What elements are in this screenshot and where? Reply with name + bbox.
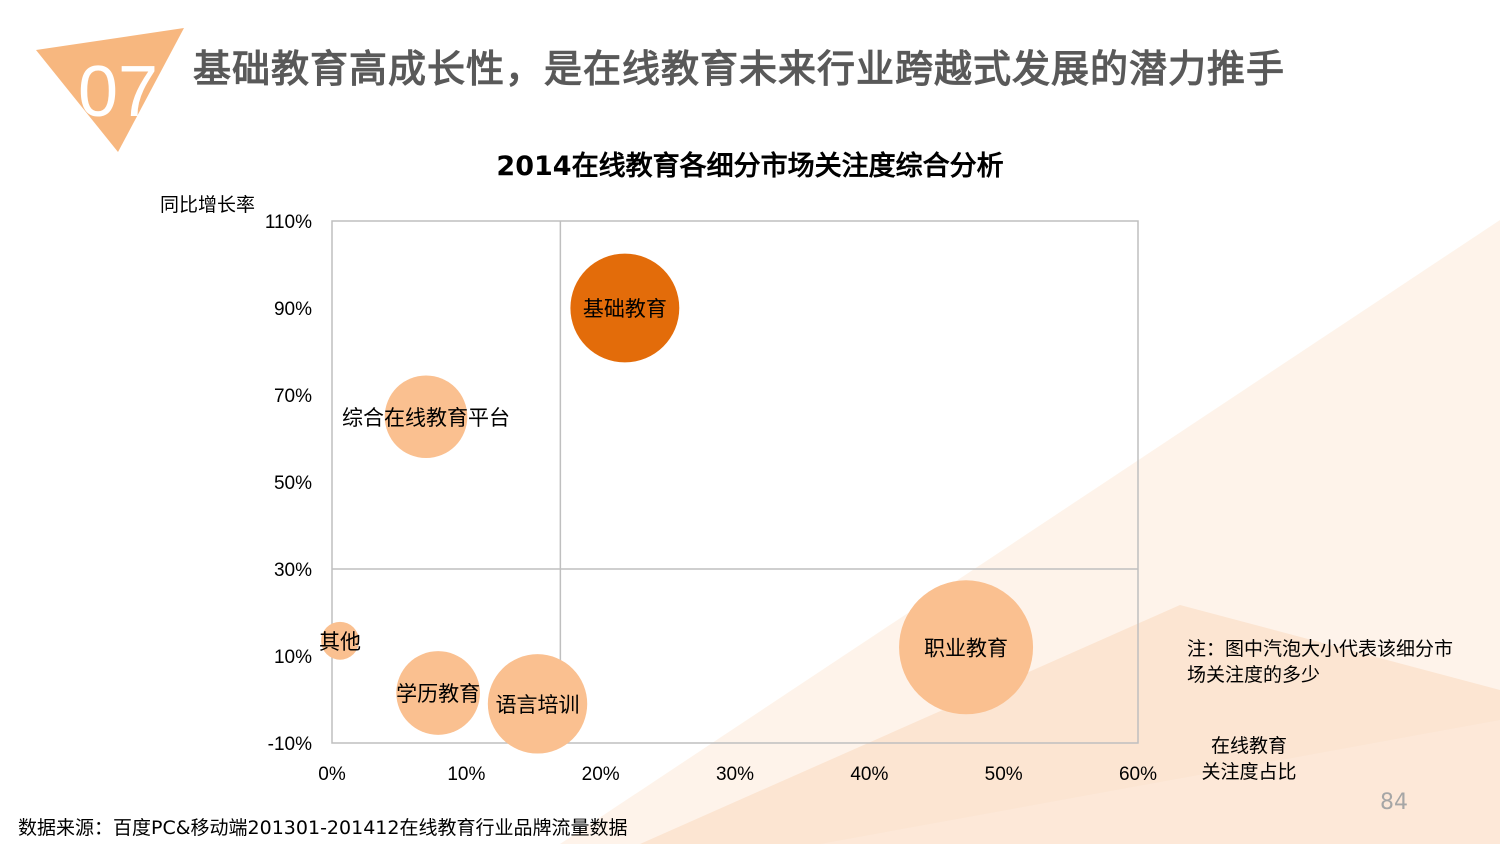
section-badge-icon: 07 <box>36 28 184 152</box>
bubble-label: 其他 <box>319 630 361 654</box>
y-tick-label: 110% <box>265 212 312 233</box>
data-source: 数据来源：百度PC&移动端201301-201412在线教育行业品牌流量数据 <box>18 817 628 839</box>
bubble <box>487 654 588 754</box>
bubble <box>396 651 480 735</box>
y-tick-label: 70% <box>274 386 312 407</box>
bubble <box>321 621 360 660</box>
y-axis-title: 同比增长率 <box>160 194 256 216</box>
bubble-label: 基础教育 <box>583 297 667 321</box>
y-tick-label: 10% <box>274 647 312 668</box>
plot-area-border <box>331 220 1139 744</box>
bubble <box>384 375 468 459</box>
bubble-label: 职业教育 <box>924 636 1008 660</box>
x-tick-label: 60% <box>1119 764 1157 785</box>
bubble-label: 综合在线教育平台 <box>342 406 510 430</box>
x-tick-label: 20% <box>582 764 620 785</box>
y-tick-label: 50% <box>274 473 312 494</box>
x-axis-title-line-2: 关注度占比 <box>1201 761 1297 783</box>
x-tick-label: 30% <box>716 764 754 785</box>
y-tick-label: 90% <box>274 299 312 320</box>
page-title: 基础教育高成长性，是在线教育未来行业跨越式发展的潜力推手 <box>193 47 1286 91</box>
bubble <box>570 253 680 363</box>
x-axis-title: 在线教育 关注度占比 <box>1190 733 1308 785</box>
section-number: 07 <box>78 52 158 132</box>
x-tick-label: 40% <box>850 764 888 785</box>
bubble-label: 学历教育 <box>396 682 480 706</box>
chart-note: 注：图中汽泡大小代表该细分市场关注度的多少 <box>1187 638 1454 686</box>
bubble <box>899 580 1034 715</box>
page-number: 84 <box>1380 790 1408 815</box>
y-tick-label: 30% <box>274 560 312 581</box>
chart-title: 2014在线教育各细分市场关注度综合分析 <box>496 151 1004 182</box>
x-axis-title-line-1: 在线教育 <box>1210 735 1287 757</box>
y-tick-label: -10% <box>268 734 312 755</box>
x-tick-label: 10% <box>447 764 485 785</box>
bubble-label: 语言培训 <box>496 693 580 717</box>
x-tick-label: 50% <box>985 764 1023 785</box>
x-tick-label: 0% <box>318 764 346 785</box>
